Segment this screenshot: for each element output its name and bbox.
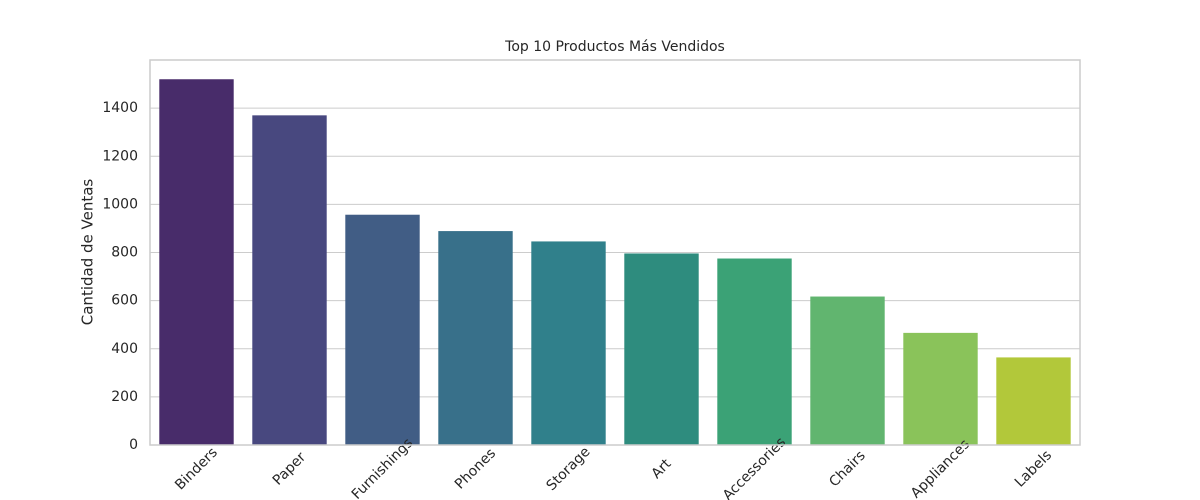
- chart-title: Top 10 Productos Más Vendidos: [504, 39, 725, 55]
- y-tick-label: 800: [111, 245, 138, 261]
- x-tick-label: Phones: [452, 445, 499, 492]
- x-tick-label: Appliances: [908, 436, 973, 500]
- bar: [717, 258, 792, 445]
- bar: [531, 241, 606, 445]
- y-tick-label: 400: [111, 341, 138, 357]
- bar: [438, 231, 513, 445]
- y-tick-label: 0: [129, 437, 138, 453]
- bar: [624, 253, 699, 445]
- y-tick-label: 200: [111, 389, 138, 405]
- bar: [345, 214, 420, 445]
- y-tick-label: 1400: [102, 100, 138, 116]
- y-tick-label: 1000: [102, 196, 138, 212]
- bar: [159, 79, 234, 445]
- x-tick-label: Paper: [270, 449, 310, 489]
- x-tick-label: Chairs: [826, 448, 869, 491]
- plot-frame: [149, 59, 1081, 446]
- x-tick-label: Labels: [1012, 447, 1055, 490]
- bar: [252, 115, 327, 445]
- x-tick-label: Storage: [543, 444, 593, 494]
- y-tick-label: 600: [111, 293, 138, 309]
- x-tick-label: Art: [648, 456, 674, 482]
- bar: [810, 296, 885, 445]
- x-tick-label: Binders: [172, 445, 221, 494]
- bar: [996, 357, 1071, 445]
- y-tick-label: 1200: [102, 148, 138, 164]
- y-axis-label: Cantidad de Ventas: [79, 179, 97, 326]
- bar: [903, 332, 978, 445]
